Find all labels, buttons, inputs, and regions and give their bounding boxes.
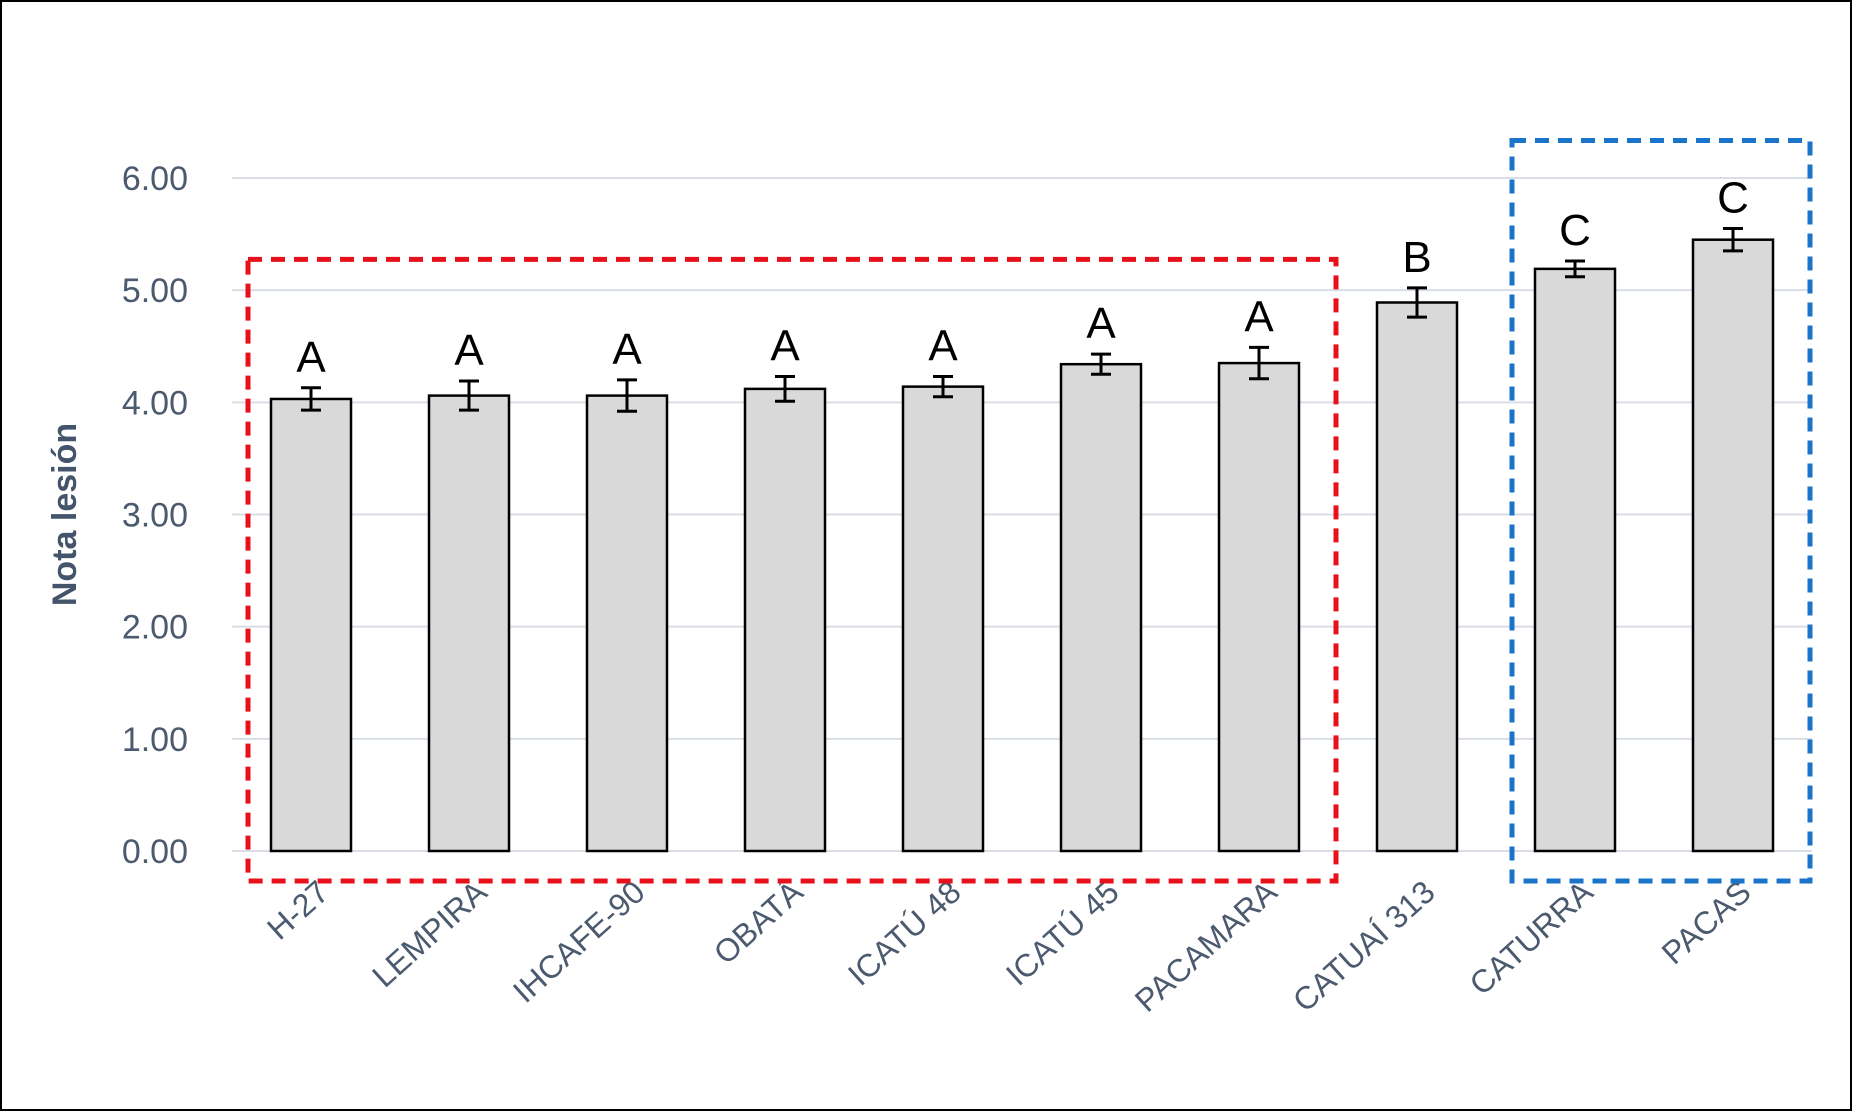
group-letter: A [928, 322, 958, 371]
y-tick-label: 2.00 [122, 609, 188, 647]
group-letter: A [1086, 299, 1116, 348]
error-bar [933, 375, 953, 399]
error-bar [1407, 286, 1427, 319]
highlight-boxes [245, 137, 1813, 884]
highlight-box [245, 256, 1339, 884]
group-letter: A [454, 326, 484, 375]
error-bar [1249, 345, 1269, 381]
error-bar [617, 378, 637, 413]
group-letter: C [1717, 173, 1749, 222]
group-letter: A [770, 322, 800, 371]
bar [743, 387, 827, 853]
bar [585, 394, 669, 853]
bar [901, 385, 985, 853]
group-letter: A [296, 333, 326, 382]
bar [1375, 301, 1459, 853]
y-axis-label: Nota lesión [46, 423, 84, 606]
y-tick-label: 3.00 [122, 497, 188, 535]
y-tick-label: 1.00 [122, 721, 188, 759]
highlight-box [1509, 137, 1813, 884]
bar [1691, 238, 1775, 853]
error-bar [1091, 352, 1111, 376]
error-bar [1723, 226, 1743, 253]
bar [427, 394, 511, 853]
group-letter: C [1559, 206, 1591, 255]
error-bar [775, 375, 795, 403]
error-bar [459, 379, 479, 412]
y-axis-ticks: 0.00 1.00 2.00 3.00 4.00 5.00 6.00 [122, 160, 188, 871]
bar [1059, 362, 1143, 853]
y-tick-label: 5.00 [122, 272, 188, 310]
y-tick-label: 0.00 [122, 833, 188, 871]
bar [1533, 267, 1617, 853]
error-bars [301, 226, 1743, 413]
y-tick-label: 4.00 [122, 384, 188, 422]
group-letters: A A A A A A A B C C [296, 173, 1749, 381]
error-bar [301, 386, 321, 412]
bar [269, 397, 353, 853]
bars [269, 238, 1775, 853]
group-letter: A [1244, 292, 1274, 341]
y-tick-label: 6.00 [122, 160, 188, 198]
group-letter: A [612, 325, 642, 374]
group-letter: B [1402, 233, 1431, 282]
error-bar [1565, 259, 1585, 279]
bar [1217, 361, 1301, 853]
